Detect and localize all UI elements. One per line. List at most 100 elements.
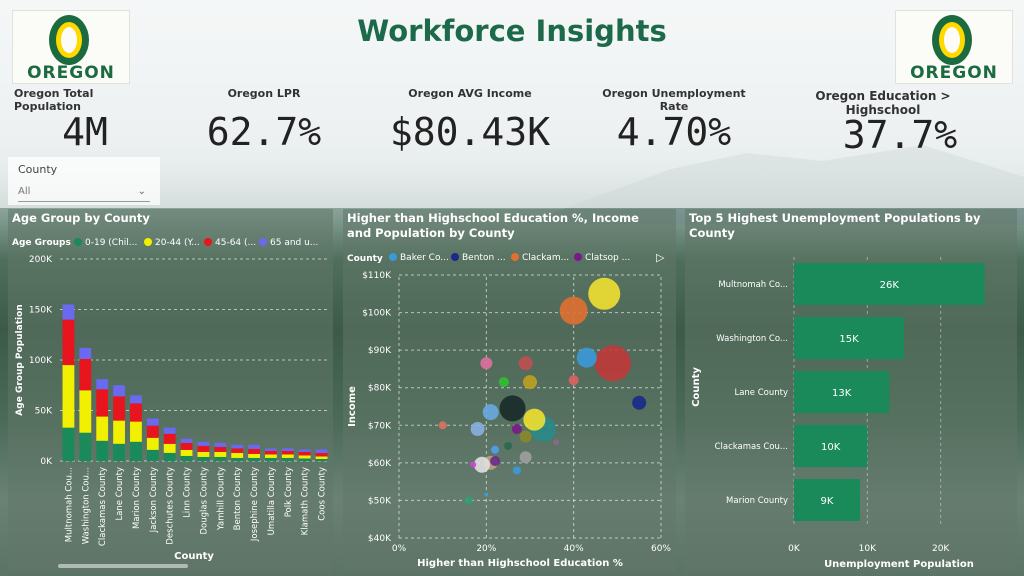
bar-segment bbox=[113, 396, 125, 421]
legend-label: Baker Co... bbox=[400, 253, 449, 263]
y-tick-label: $90K bbox=[368, 346, 392, 356]
data-label: 26K bbox=[880, 280, 900, 291]
x-tick-label: Klamath County bbox=[301, 467, 311, 535]
x-tick-label: 60% bbox=[651, 544, 671, 554]
y-tick-label: $80K bbox=[368, 384, 392, 394]
bar-segment bbox=[265, 450, 277, 455]
unemployment-chart: 0K 10K 20K 26K Multnomah Co... 15K Washington … bbox=[691, 257, 985, 570]
x-tick-label: Lane County bbox=[115, 467, 125, 521]
y-axis-label: Income bbox=[347, 386, 358, 427]
bar-segment bbox=[163, 433, 176, 444]
bar-segment bbox=[96, 389, 109, 417]
bar-segment bbox=[180, 455, 193, 461]
scatter-point bbox=[588, 277, 621, 310]
bar-segment bbox=[130, 421, 142, 442]
bar-segment bbox=[130, 395, 142, 404]
scatter-point bbox=[473, 456, 490, 473]
bar-segment bbox=[315, 452, 328, 457]
data-label: 13K bbox=[832, 388, 852, 399]
scatter-point bbox=[484, 492, 489, 497]
legend-label: Clatsop ... bbox=[585, 253, 630, 263]
scatter-point bbox=[498, 377, 509, 388]
bar-segment bbox=[62, 304, 75, 320]
bar-segment bbox=[163, 452, 176, 461]
kpi-label-lpr: Oregon LPR bbox=[227, 87, 301, 100]
x-tick-label: 0K bbox=[788, 544, 801, 554]
scatter-point bbox=[576, 347, 597, 368]
chart-title: Higher than Highschool Education %, Inco… bbox=[347, 211, 639, 240]
bar-segment bbox=[298, 455, 311, 459]
scatter-point bbox=[519, 451, 532, 464]
y-tick-label: $60K bbox=[368, 459, 392, 469]
bar bbox=[794, 425, 868, 467]
y-tick-label: 0K bbox=[40, 457, 53, 467]
scatter-point bbox=[518, 356, 533, 371]
bar-segment bbox=[248, 448, 260, 454]
y-tick-label: $110K bbox=[362, 271, 392, 281]
y-tick-label: 50K bbox=[35, 407, 53, 417]
bar bbox=[794, 479, 860, 521]
bar-segment bbox=[248, 457, 260, 461]
bar-segment bbox=[265, 448, 277, 451]
kpi-value-income: $80.43K bbox=[389, 110, 551, 154]
x-tick-label: Jackson County bbox=[149, 467, 159, 533]
slicer-value: All bbox=[18, 186, 31, 197]
county-slicer[interactable]: County All ⌄ bbox=[8, 157, 160, 205]
legend-label: Benton ... bbox=[462, 253, 506, 263]
bar-segment bbox=[146, 437, 159, 450]
data-label: 9K bbox=[821, 496, 834, 507]
oregon-logo-left: OREGON bbox=[12, 10, 130, 84]
legend-label: 20-44 (Y... bbox=[155, 238, 200, 248]
kpi-label-unemployment: Oregon Unemployment Rate bbox=[602, 87, 746, 113]
y-axis-label: County bbox=[691, 367, 702, 407]
kpi-value-unemployment: 4.70% bbox=[616, 110, 732, 154]
horizontal-scrollbar[interactable] bbox=[58, 564, 188, 568]
x-tick-label: 20% bbox=[476, 544, 496, 554]
bar-segment bbox=[197, 456, 210, 461]
legend-label: 0-19 (Chil... bbox=[85, 238, 137, 248]
age-group-panel: Age Group by County Age Groups 0-19 (Chil… bbox=[8, 209, 333, 571]
scatter-point bbox=[519, 430, 532, 443]
legend-title: Age Groups bbox=[12, 238, 71, 248]
bar-segment bbox=[197, 451, 210, 457]
bar-segment bbox=[130, 441, 142, 461]
scatter-point bbox=[499, 395, 526, 422]
bar-segment bbox=[298, 458, 311, 461]
oregon-o-icon bbox=[932, 15, 972, 65]
bar-segment bbox=[79, 390, 92, 433]
bar-segment bbox=[79, 358, 92, 391]
x-tick-label: Yamhill County bbox=[216, 467, 226, 531]
y-axis-label: Age Group Population bbox=[15, 304, 25, 415]
bar-segment bbox=[315, 449, 328, 453]
scatter-point bbox=[464, 496, 473, 505]
legend-title: County bbox=[347, 254, 383, 264]
bar-segment bbox=[231, 457, 244, 461]
bar-segment bbox=[113, 443, 125, 461]
chevron-down-icon[interactable]: ⌄ bbox=[137, 186, 146, 197]
y-tick-label: 150K bbox=[29, 306, 53, 316]
x-tick-label: Deschutes County bbox=[166, 467, 176, 545]
x-tick-label: 20K bbox=[932, 544, 950, 554]
bar-segment bbox=[248, 444, 260, 449]
kpi-value-population: 4M bbox=[62, 110, 108, 154]
legend-next-icon[interactable]: ▷ bbox=[656, 251, 665, 264]
bar-segment bbox=[248, 453, 260, 458]
bar-segment bbox=[79, 347, 92, 359]
scatter-point bbox=[480, 357, 493, 370]
legend-marker bbox=[389, 253, 397, 261]
county-dropdown[interactable]: All ⌄ bbox=[18, 183, 150, 202]
bar-segment bbox=[146, 449, 159, 461]
legend-marker bbox=[574, 253, 582, 261]
bar-segment bbox=[298, 449, 311, 452]
bar-segment bbox=[298, 451, 311, 456]
bar-segment bbox=[214, 456, 227, 461]
bar-segment bbox=[214, 442, 227, 447]
bar-segment bbox=[163, 427, 176, 434]
y-tick-label: Marion County bbox=[726, 496, 788, 506]
bar-segment bbox=[265, 454, 277, 458]
scatter-point bbox=[470, 422, 485, 437]
age-group-chart: Age Groups 0-19 (Chil... 20-44 (Y... 45-64 … bbox=[12, 238, 330, 568]
legend-marker bbox=[511, 253, 519, 261]
legend-label: 45-64 (... bbox=[215, 238, 256, 248]
scatter-point bbox=[523, 408, 546, 431]
